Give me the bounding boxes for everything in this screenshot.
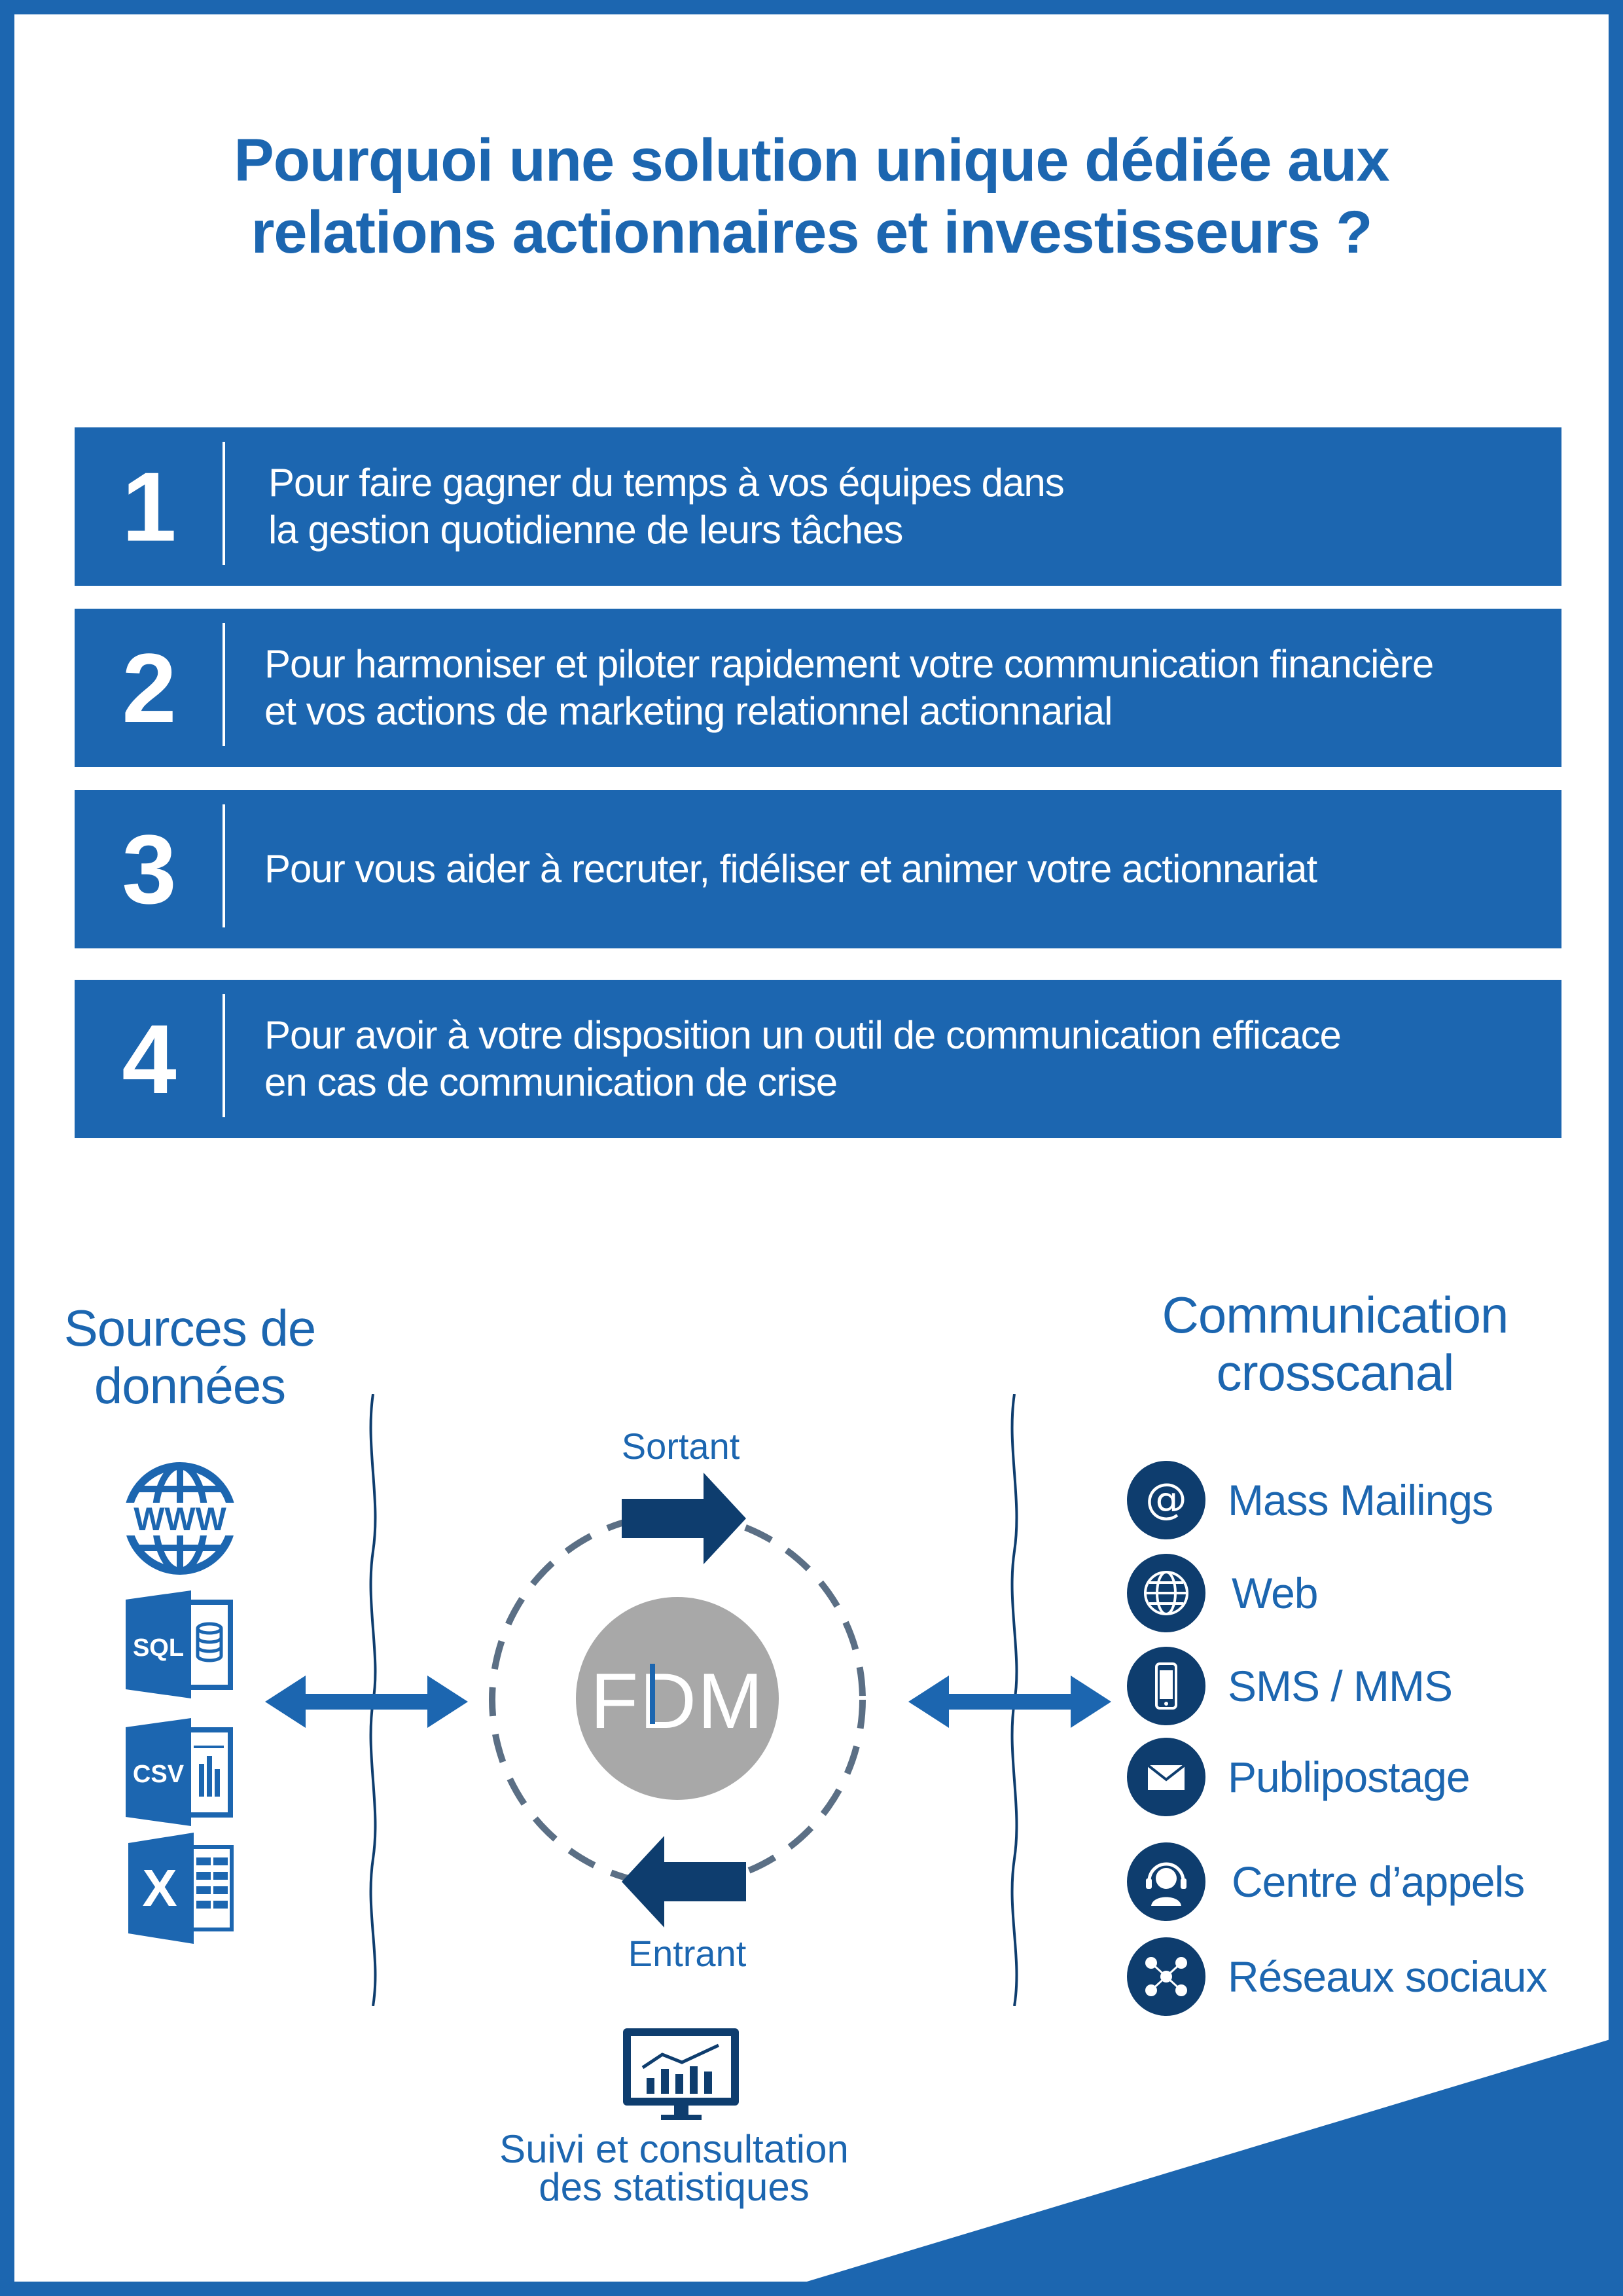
right-double-arrow-icon bbox=[908, 1676, 1111, 1728]
channel-publipostage: Publipostage bbox=[1127, 1738, 1471, 1816]
www-globe-icon: WWW bbox=[124, 1462, 236, 1575]
reason-number: 1 bbox=[122, 451, 177, 562]
headset-operator-icon bbox=[1127, 1842, 1205, 1921]
stats-label: Suivi et consultation des statistiques bbox=[445, 2127, 903, 2209]
outgoing-label: Sortant bbox=[621, 1426, 740, 1467]
incoming-arrow-icon bbox=[622, 1836, 746, 1928]
fdm-logo-circle bbox=[576, 1597, 779, 1800]
communication-heading: Communication crosscanal bbox=[1099, 1286, 1571, 1401]
reason-divider bbox=[223, 442, 225, 565]
excel-file-icon: X bbox=[128, 1833, 234, 1944]
channel-reseaux-sociaux: Réseaux sociaux bbox=[1127, 1937, 1548, 2016]
sql-database-icon: SQL bbox=[126, 1590, 233, 1698]
reason-text: Pour vous aider à recruter, fidéliser et… bbox=[264, 790, 1548, 948]
fdm-logo-text: FDM bbox=[590, 1657, 764, 1745]
channel-sms-mms: SMS / MMS bbox=[1127, 1647, 1453, 1725]
sources-heading: Sources de données bbox=[26, 1299, 353, 1414]
reason-text-line-2: et vos actions de marketing relationnel … bbox=[264, 689, 1113, 733]
left-double-arrow-icon bbox=[265, 1676, 468, 1728]
channel-label: Réseaux sociaux bbox=[1228, 1952, 1548, 2001]
stats-label-line-1: Suivi et consultation bbox=[499, 2127, 849, 2171]
reason-number: 2 bbox=[122, 632, 177, 743]
reason-item-1: 1 Pour faire gagner du temps à vos équip… bbox=[75, 427, 1561, 586]
csv-label: CSV bbox=[133, 1761, 185, 1788]
channel-label: Web bbox=[1232, 1569, 1319, 1617]
reason-number: 3 bbox=[122, 814, 177, 924]
sql-label: SQL bbox=[133, 1634, 184, 1662]
channel-label: Mass Mailings bbox=[1228, 1476, 1493, 1524]
sources-heading-line-2: données bbox=[94, 1357, 286, 1414]
reason-number: 4 bbox=[122, 1003, 177, 1114]
reason-item-4: 4 Pour avoir à votre disposition un outi… bbox=[75, 980, 1561, 1138]
communication-heading-line-1: Communication bbox=[1162, 1286, 1509, 1344]
reason-divider bbox=[223, 994, 225, 1117]
fdm-logo-accent bbox=[650, 1664, 655, 1724]
reason-text-line-2: en cas de communication de crise bbox=[264, 1060, 838, 1104]
reason-item-3: 3 Pour vous aider à recruter, fidéliser … bbox=[75, 790, 1561, 948]
channel-centre-appels: Centre d’appels bbox=[1127, 1842, 1525, 1921]
smartphone-icon bbox=[1127, 1647, 1205, 1725]
csv-file-icon: CSV bbox=[126, 1718, 233, 1826]
communication-heading-line-2: crosscanal bbox=[1216, 1344, 1455, 1401]
channel-label: Centre d’appels bbox=[1232, 1857, 1525, 1906]
reason-text-line-2: la gestion quotidienne de leurs tâches bbox=[268, 508, 903, 552]
at-sign-icon: @ bbox=[1127, 1461, 1205, 1539]
reason-text-line-1: Pour faire gagner du temps à vos équipes… bbox=[268, 461, 1065, 505]
reason-text-line-1: Pour harmoniser et piloter rapidement vo… bbox=[264, 642, 1434, 686]
reason-text-line-1: Pour avoir à votre disposition un outil … bbox=[264, 1013, 1342, 1057]
sources-heading-line-1: Sources de bbox=[63, 1299, 317, 1357]
title-line-2: relations actionnaires et investisseurs … bbox=[251, 199, 1373, 266]
svg-text:@: @ bbox=[1145, 1475, 1187, 1524]
channel-web: Web bbox=[1127, 1554, 1319, 1632]
excel-label: X bbox=[142, 1859, 177, 1917]
reason-text-line-1: Pour vous aider à recruter, fidéliser et… bbox=[264, 847, 1317, 891]
social-network-icon bbox=[1127, 1937, 1205, 2016]
monitor-chart-icon bbox=[623, 2028, 739, 2120]
stats-label-line-2: des statistiques bbox=[539, 2165, 810, 2209]
reason-divider bbox=[223, 623, 225, 746]
channel-mass-mailings: @ Mass Mailings bbox=[1127, 1461, 1493, 1539]
title-line-1: Pourquoi une solution unique dédiée aux bbox=[234, 127, 1389, 194]
channel-label: SMS / MMS bbox=[1228, 1662, 1453, 1710]
flow-cycle-diagram: FDM bbox=[489, 1473, 866, 1928]
envelope-icon bbox=[1127, 1738, 1205, 1816]
page-title: Pourquoi une solution unique dédiée aux … bbox=[0, 124, 1623, 268]
channel-label: Publipostage bbox=[1228, 1753, 1471, 1801]
reason-divider bbox=[223, 804, 225, 927]
reason-text: Pour faire gagner du temps à vos équipes… bbox=[268, 427, 1548, 586]
reason-item-2: 2 Pour harmoniser et piloter rapidement … bbox=[75, 609, 1561, 767]
www-label: WWW bbox=[134, 1501, 226, 1537]
incoming-label: Entrant bbox=[628, 1933, 747, 1974]
globe-icon bbox=[1127, 1554, 1205, 1632]
outgoing-arrow-icon bbox=[622, 1473, 746, 1564]
reason-text: Pour avoir à votre disposition un outil … bbox=[264, 980, 1548, 1138]
reason-text: Pour harmoniser et piloter rapidement vo… bbox=[264, 609, 1556, 767]
